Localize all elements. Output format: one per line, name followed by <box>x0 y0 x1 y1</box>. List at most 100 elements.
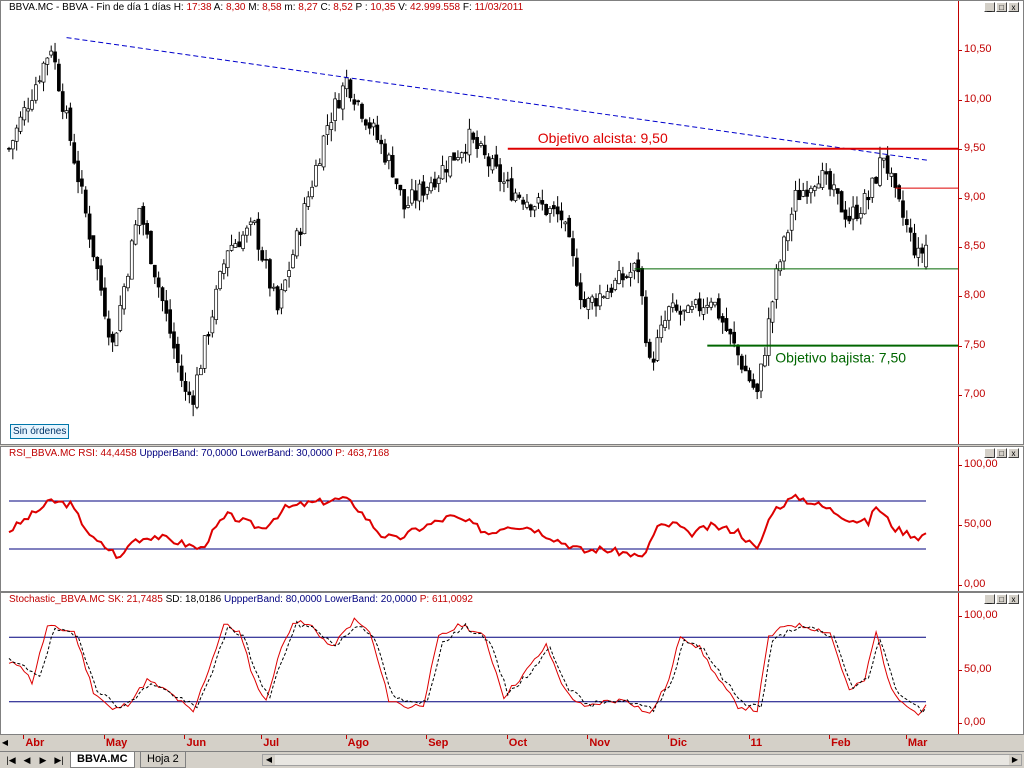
price-candle-body <box>567 217 572 238</box>
price-candle-body <box>129 240 134 280</box>
rsi-chart[interactable] <box>1 447 1023 591</box>
price-candle-body <box>410 189 414 204</box>
price-candle-body <box>824 171 829 175</box>
y-tick-mark <box>958 525 962 526</box>
price-candle-body <box>202 335 207 369</box>
rsi-value-lower: 30,0000 <box>296 448 333 459</box>
prev-sheet-button[interactable]: ◀ <box>23 755 31 765</box>
price-candle-body <box>548 208 552 214</box>
minimize-button[interactable]: _ <box>984 2 995 12</box>
tab-bbva[interactable]: BBVA.MC <box>70 752 135 768</box>
stochastic-key-lower: LowerBand: <box>324 594 379 605</box>
stochastic-chart[interactable] <box>1 593 1023 734</box>
maximize-button[interactable]: □ <box>996 2 1007 12</box>
price-candle-body <box>517 194 522 198</box>
price-candle-body <box>644 296 648 344</box>
x-tick-label: Mar <box>907 737 928 749</box>
x-tick-mark <box>261 735 263 739</box>
price-candle-body <box>452 152 456 161</box>
price-candle-body <box>617 270 621 284</box>
price-candle-body <box>271 286 276 289</box>
stochastic-pane[interactable]: Stochastic_BBVA.MC SK: 21,7485 SD: 18,01… <box>0 592 1024 735</box>
price-candle-body <box>429 182 433 192</box>
stochastic-name: Stochastic_BBVA.MC <box>9 594 105 605</box>
y-tick-label: 10,00 <box>964 92 992 105</box>
price-candle-body <box>598 293 602 307</box>
y-tick-label: 9,00 <box>964 190 986 203</box>
first-sheet-button[interactable]: |◀ <box>6 755 16 765</box>
header-value-h: 17:38 <box>186 2 212 13</box>
price-candle-body <box>551 205 556 210</box>
price-candle-body <box>578 282 583 301</box>
header-key-p: P : <box>355 2 368 13</box>
price-candle-body <box>49 50 54 56</box>
price-candle-body <box>137 207 142 226</box>
minimize-button[interactable]: _ <box>984 448 995 458</box>
price-candle-body <box>816 183 821 189</box>
price-candle-body <box>663 320 667 328</box>
price-candle-body <box>298 231 303 235</box>
price-candle-body <box>360 103 364 119</box>
price-candle-body <box>494 154 499 167</box>
y-tick-mark <box>958 50 962 52</box>
next-sheet-button[interactable]: ▶ <box>39 755 47 765</box>
price-candle-body <box>386 154 391 162</box>
price-candle-body <box>832 184 836 191</box>
horizontal-scrollbar[interactable]: ◀ ▶ <box>262 754 1022 766</box>
price-candle-body <box>363 119 368 126</box>
price-candle-body <box>133 224 138 245</box>
stochastic-sk-line <box>8 617 927 716</box>
y-tick-mark <box>958 723 962 725</box>
price-candle-body <box>210 316 215 334</box>
price-candle-body <box>881 157 886 161</box>
price-candle-body <box>812 186 817 191</box>
rsi-key-upper: UppperBand: <box>139 448 199 459</box>
price-candle-body <box>755 383 760 393</box>
price-chart-pane[interactable]: Objetivo alcista: 9,50 Objetivo bajista: … <box>0 0 1024 445</box>
minimize-button[interactable]: _ <box>984 594 995 604</box>
price-candle-body <box>479 143 483 146</box>
price-candle-body <box>18 116 23 132</box>
price-candle-body <box>805 189 809 197</box>
header-key-min: m: <box>284 2 296 13</box>
price-candle-body <box>924 244 928 268</box>
maximize-button[interactable]: □ <box>996 594 1007 604</box>
price-candle-body <box>571 238 575 257</box>
price-candle-body <box>329 122 334 130</box>
price-candle-body <box>83 189 88 214</box>
price-candle-body <box>482 144 487 156</box>
price-candle-body <box>797 189 802 201</box>
orders-status-label[interactable]: Sin órdenes <box>10 424 70 439</box>
stochastic-sd-line <box>8 620 927 714</box>
price-candle-body <box>252 220 257 223</box>
price-candle-body <box>245 227 249 236</box>
rsi-window-buttons: _ □ x <box>984 448 1019 458</box>
scroll-left-icon[interactable]: ◀ <box>263 755 275 765</box>
price-candle-body <box>237 241 242 248</box>
close-button[interactable]: x <box>1008 2 1019 12</box>
last-sheet-button[interactable]: ▶| <box>54 755 64 765</box>
axis-corner: ◀ <box>0 735 10 751</box>
price-candle-body <box>786 232 790 242</box>
tab-hoja-2[interactable]: Hoja 2 <box>140 752 186 768</box>
price-candle-body <box>862 193 867 215</box>
close-button[interactable]: x <box>1008 594 1019 604</box>
x-tick-label: Jun <box>186 737 207 749</box>
price-candle-body <box>72 142 77 164</box>
price-candle-body <box>463 151 468 154</box>
price-candle-body <box>532 206 537 211</box>
rsi-pane[interactable]: RSI_BBVA.MC RSI: 44,4458 UppperBand: 70,… <box>0 446 1024 592</box>
x-tick-mark <box>905 735 907 739</box>
x-tick-mark <box>829 735 831 739</box>
y-tick-mark <box>958 394 962 396</box>
price-chart[interactable]: Objetivo alcista: 9,50 Objetivo bajista: … <box>1 1 1023 444</box>
price-candle-body <box>110 333 115 343</box>
close-button[interactable]: x <box>1008 448 1019 458</box>
price-candle-body <box>559 210 564 221</box>
price-candle-body <box>34 84 38 101</box>
maximize-button[interactable]: □ <box>996 448 1007 458</box>
scroll-right-icon[interactable]: ▶ <box>1009 755 1021 765</box>
header-value-v: 42.999.558 <box>410 2 461 13</box>
price-candle-body <box>555 206 560 215</box>
price-candle-body <box>467 128 472 156</box>
